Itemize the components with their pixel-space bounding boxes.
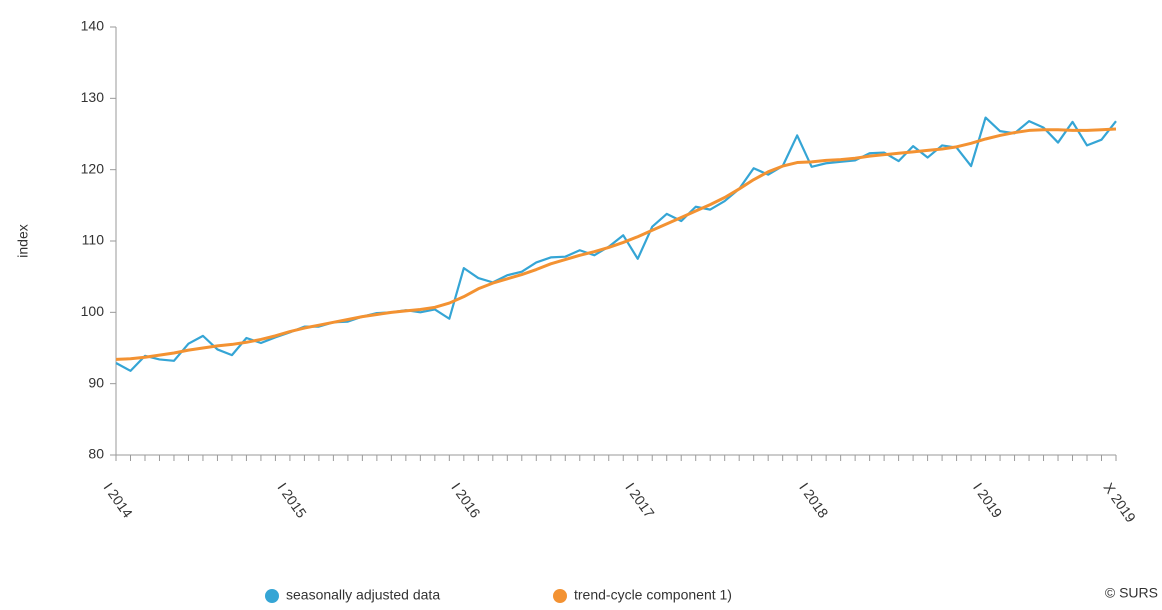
- y-tick-label: 140: [81, 18, 105, 34]
- legend-marker: [553, 589, 567, 603]
- legend-marker: [265, 589, 279, 603]
- y-tick-label: 130: [81, 89, 105, 105]
- source: © SURS: [1105, 585, 1158, 601]
- y-tick-label: 120: [81, 160, 105, 176]
- x-tick-label: I 2019: [970, 480, 1006, 521]
- x-tick-label: I 2016: [448, 480, 484, 521]
- x-tick-label: I 2018: [796, 480, 832, 521]
- x-tick-label: X 2019: [1101, 480, 1140, 526]
- x-tick-label: I 2014: [101, 480, 137, 521]
- legend-label: trend-cycle component 1): [574, 587, 732, 603]
- series-line: [115, 127, 1117, 361]
- y-tick-label: 90: [88, 374, 104, 390]
- y-axis-label: index: [15, 224, 31, 257]
- y-tick-label: 100: [81, 303, 105, 319]
- legend-label: seasonally adjusted data: [286, 587, 440, 603]
- x-tick-label: I 2015: [274, 480, 310, 521]
- y-tick-label: 80: [88, 446, 104, 462]
- x-tick-label: I 2017: [622, 480, 658, 521]
- y-tick-label: 110: [82, 232, 105, 248]
